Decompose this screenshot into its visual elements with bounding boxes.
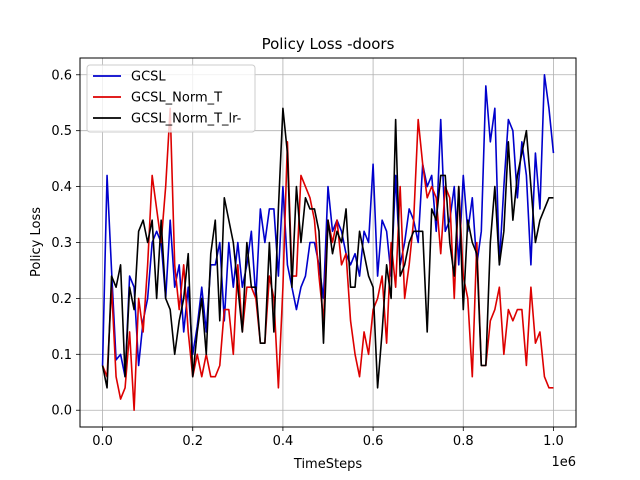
x-tick-label: 0.8 xyxy=(453,434,474,449)
x-axis-label: TimeSteps xyxy=(293,457,362,472)
legend-box xyxy=(86,64,256,133)
y-tick-label: 0.0 xyxy=(51,404,72,419)
y-axis-label: Policy Loss xyxy=(29,207,44,277)
x-offset-label: 1e6 xyxy=(551,455,576,470)
y-tick-label: 0.1 xyxy=(51,348,72,363)
x-tick-label: 1.0 xyxy=(543,434,564,449)
legend-label: GCSL xyxy=(131,70,166,85)
axis-ticks: 0.0 0.2 0.4 0.6 0.8 1.0 0.0 0.1 0.2 0.3 0.4 0.5 0.6 xyxy=(51,68,563,449)
x-tick-label: 0.6 xyxy=(363,434,384,449)
legend-label: GCSL_Norm_T_lr- xyxy=(131,112,242,127)
legend-label: GCSL_Norm_T xyxy=(131,91,222,106)
series-line-1 xyxy=(101,73,555,378)
legend: GCSL GCSL_Norm_T GCSL_Norm_T_lr- xyxy=(86,64,256,133)
x-tick-label: 0.2 xyxy=(182,434,203,449)
y-tick-label: 0.2 xyxy=(51,292,72,307)
y-tick-label: 0.4 xyxy=(51,180,72,195)
chart-title: Policy Loss -doors xyxy=(262,35,395,53)
series-lines xyxy=(101,73,555,412)
y-tick-label: 0.5 xyxy=(51,124,72,139)
x-tick-label: 0.4 xyxy=(273,434,294,449)
y-tick-label: 0.6 xyxy=(51,68,72,83)
x-tick-label: 0.0 xyxy=(92,434,113,449)
y-tick-label: 0.3 xyxy=(51,236,72,251)
series-line-3 xyxy=(101,107,554,389)
